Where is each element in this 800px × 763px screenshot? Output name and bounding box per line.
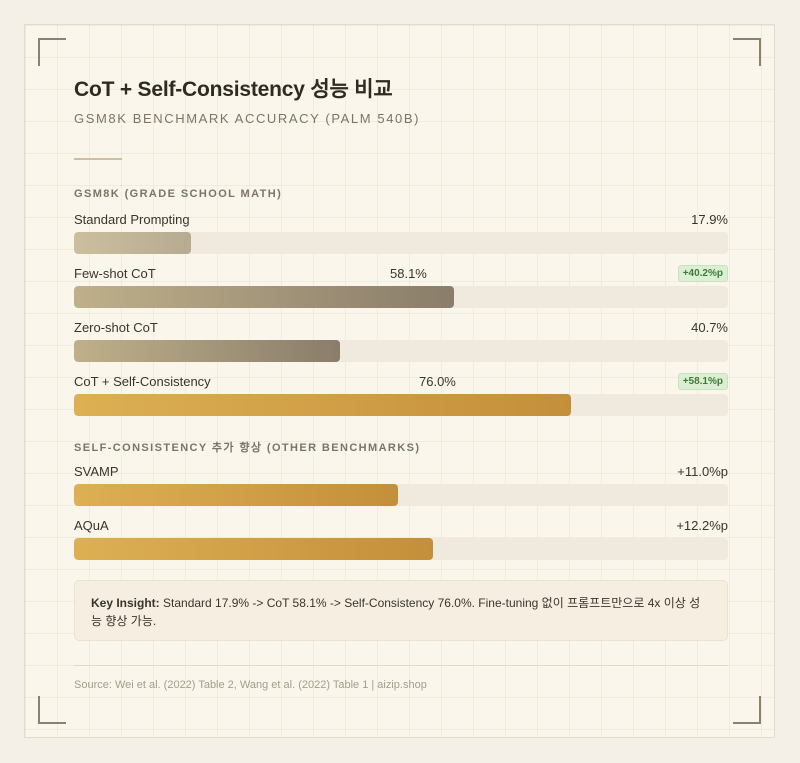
bar-track — [74, 484, 728, 506]
bar-row: AQuA +12.2%p — [74, 518, 728, 562]
source-note: Source: Wei et al. (2022) Table 2, Wang … — [74, 679, 427, 691]
bar-label: Standard Prompting — [74, 212, 190, 227]
bar-track — [74, 538, 728, 560]
chart-subtitle: GSM8K BENCHMARK ACCURACY (PALM 540B) — [74, 111, 421, 126]
key-insight-box: Key Insight: Standard 17.9% -> CoT 58.1%… — [74, 580, 728, 641]
insight-heading: Key Insight: — [91, 596, 160, 610]
bar-value-label: 76.0% — [419, 374, 456, 389]
bar-row: SVAMP +11.0%p — [74, 464, 728, 508]
bar-track — [74, 340, 728, 362]
bar — [74, 340, 341, 362]
bar-label: CoT + Self-Consistency — [74, 374, 211, 389]
insight-text: Standard 17.9% -> CoT 58.1% -> Self-Cons… — [91, 596, 701, 628]
bar-track — [74, 286, 728, 308]
footer-divider — [74, 665, 728, 666]
title-divider — [74, 158, 122, 160]
bar-value-label: +12.2%p — [676, 518, 728, 533]
bar-row: Standard Prompting 17.9% — [74, 212, 728, 256]
corner-decoration-bottom-left — [38, 696, 66, 724]
bar — [74, 538, 434, 560]
bar-value-label: +11.0%p — [677, 464, 728, 479]
corner-decoration-bottom-right — [733, 696, 761, 724]
corner-decoration-top-right — [733, 38, 761, 66]
bar-label: SVAMP — [74, 464, 119, 479]
bar-track — [74, 232, 728, 254]
bar-row: Few-shot CoT 58.1% +40.2%p — [74, 265, 728, 310]
section-label-other: SELF-CONSISTENCY 추가 향상 (OTHER BENCHMARKS… — [74, 442, 421, 454]
bar-label: AQuA — [74, 518, 109, 533]
bar — [74, 484, 399, 506]
section-label-gsm8k: GSM8K (GRADE SCHOOL MATH) — [74, 188, 283, 200]
improvement-badge: +40.2%p — [677, 265, 728, 282]
chart-card: CoT + Self-Consistency 성능 비교 GSM8K BENCH… — [24, 24, 775, 738]
bar-label: Zero-shot CoT — [74, 320, 158, 335]
bar-track — [74, 394, 728, 416]
bar-row: CoT + Self-Consistency 76.0% +58.1%p — [74, 373, 728, 418]
corner-decoration-top-left — [38, 38, 66, 66]
bar-value-label: 17.9% — [691, 212, 728, 227]
bar-label: Few-shot CoT — [74, 266, 156, 281]
bar-row: Zero-shot CoT 40.7% — [74, 320, 728, 364]
bar-value-label: 58.1% — [390, 266, 427, 281]
improvement-badge: +58.1%p — [677, 373, 728, 390]
bar — [74, 232, 192, 254]
bar — [74, 286, 454, 308]
chart-title: CoT + Self-Consistency 성능 비교 — [74, 78, 393, 101]
bar-value-label: 40.7% — [691, 320, 728, 335]
bar — [74, 394, 572, 416]
